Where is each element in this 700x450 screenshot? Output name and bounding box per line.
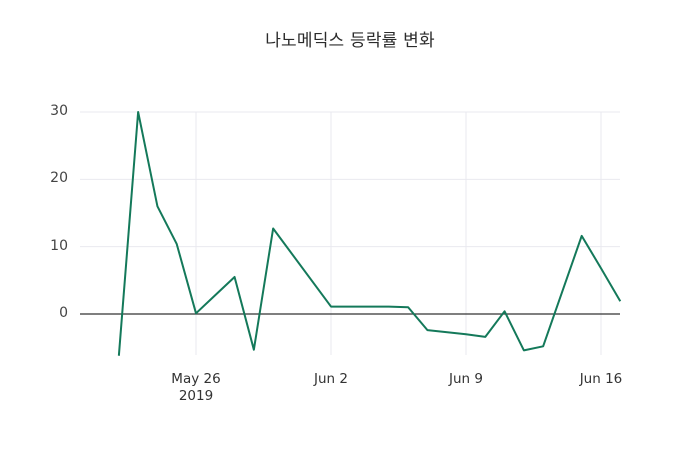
y-tick-label: 0 (59, 305, 68, 321)
x-tick-label-line1: Jun 2 (314, 371, 348, 387)
x-tick-label: May 26 2019 (136, 371, 256, 405)
x-tick-label-line1: May 26 (171, 371, 221, 387)
x-tick-label-line2: 2019 (178, 388, 214, 404)
y-tick-label: 10 (50, 237, 68, 254)
y-tick-label: 20 (50, 170, 68, 187)
x-tick-label: Jun 2 (271, 371, 391, 388)
x-tick-label-line1: Jun 9 (449, 371, 483, 387)
data-series-line (117, 111, 622, 356)
grid-lines (80, 111, 620, 355)
x-tick-label: Jun 16 (541, 371, 661, 388)
y-tick-label: 30 (50, 103, 68, 119)
chart-title: 나노메딕스 등락률 변화 (265, 31, 435, 51)
x-tick-label: Jun 9 (406, 371, 526, 388)
series-polyline (117, 111, 622, 356)
x-tick-label-line1: Jun 16 (579, 371, 623, 387)
